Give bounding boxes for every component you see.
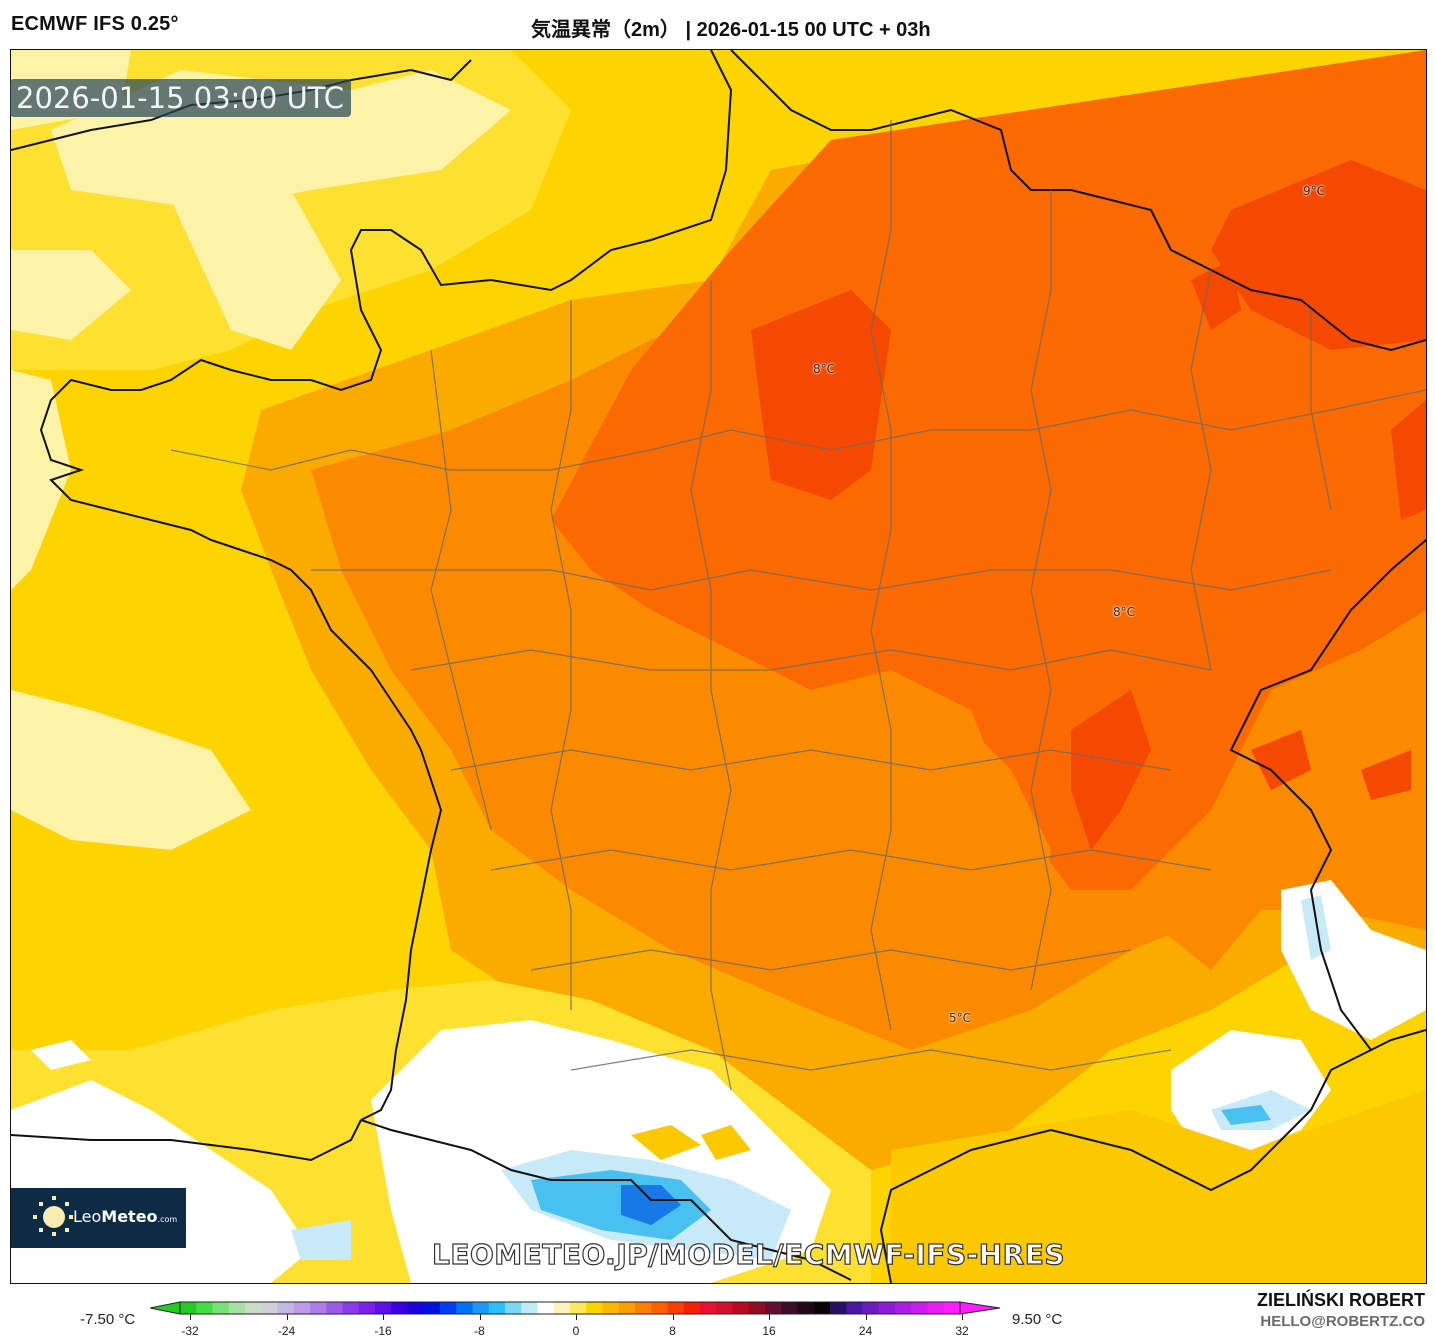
isotherm-label: 8°C: [1113, 605, 1136, 619]
tick-label: -24: [277, 1324, 296, 1338]
tick-label: -16: [374, 1324, 392, 1338]
tick-mark: [769, 1314, 770, 1320]
model-title: ECMWF IFS 0.25°: [11, 13, 179, 35]
tick-mark: [672, 1314, 674, 1320]
logo-text: LeoMeteo.com: [73, 1207, 178, 1226]
tick-mark: [962, 1314, 963, 1320]
tick-mark: [286, 1314, 288, 1320]
sun-ray: [39, 1202, 43, 1206]
isotherm-label: 9°C: [1303, 184, 1326, 198]
tick-label: 16: [762, 1324, 776, 1338]
author-email: HELLO@ROBERTZ.CO: [1260, 1313, 1425, 1330]
tick-mark: [576, 1314, 577, 1320]
sun-ray: [33, 1215, 37, 1219]
leometeo-logo[interactable]: LeoMeteo.com: [11, 1188, 186, 1248]
legend-min-label: -7.50 °C: [80, 1311, 136, 1328]
sun-ray: [39, 1228, 43, 1232]
temperature-anomaly-map[interactable]: 9°C 8°C 8°C 5°C: [10, 49, 1427, 1284]
sun-ray: [52, 1196, 56, 1200]
sun-ray: [65, 1202, 69, 1206]
sun-ray: [69, 1215, 73, 1219]
sun-ray: [65, 1228, 69, 1232]
tick-label: 24: [858, 1324, 873, 1338]
isotherm-label: 5°C: [949, 1011, 972, 1025]
tick-label: -8: [474, 1324, 485, 1338]
isotherm-label: 8°C: [813, 362, 836, 376]
valid-time-badge: 2026-01-15 03:00 UTC: [10, 79, 351, 117]
color-scale-bar: [149, 1300, 1002, 1327]
tick-mark: [865, 1314, 867, 1320]
tick-label: -32: [181, 1324, 199, 1338]
tick-label: 32: [955, 1324, 969, 1338]
legend-max-label: 9.50 °C: [1012, 1311, 1063, 1328]
map-canvas: [11, 50, 1426, 1283]
sun-ray: [52, 1232, 56, 1236]
tick-mark: [190, 1314, 191, 1320]
tick-mark: [479, 1314, 481, 1320]
chart-title: 気温異常（2m） | 2026-01-15 00 UTC + 03h: [531, 19, 931, 41]
sun-icon: [43, 1206, 65, 1228]
source-url-watermark: LEOMETEO.JP/MODEL/ECMWF-IFS-HRES: [431, 1237, 1066, 1271]
tick-label: 8: [669, 1324, 676, 1338]
author-credit: ZIELIŃSKI ROBERT: [1256, 1290, 1425, 1310]
tick-label: 0: [572, 1324, 580, 1338]
tick-mark: [383, 1314, 384, 1320]
